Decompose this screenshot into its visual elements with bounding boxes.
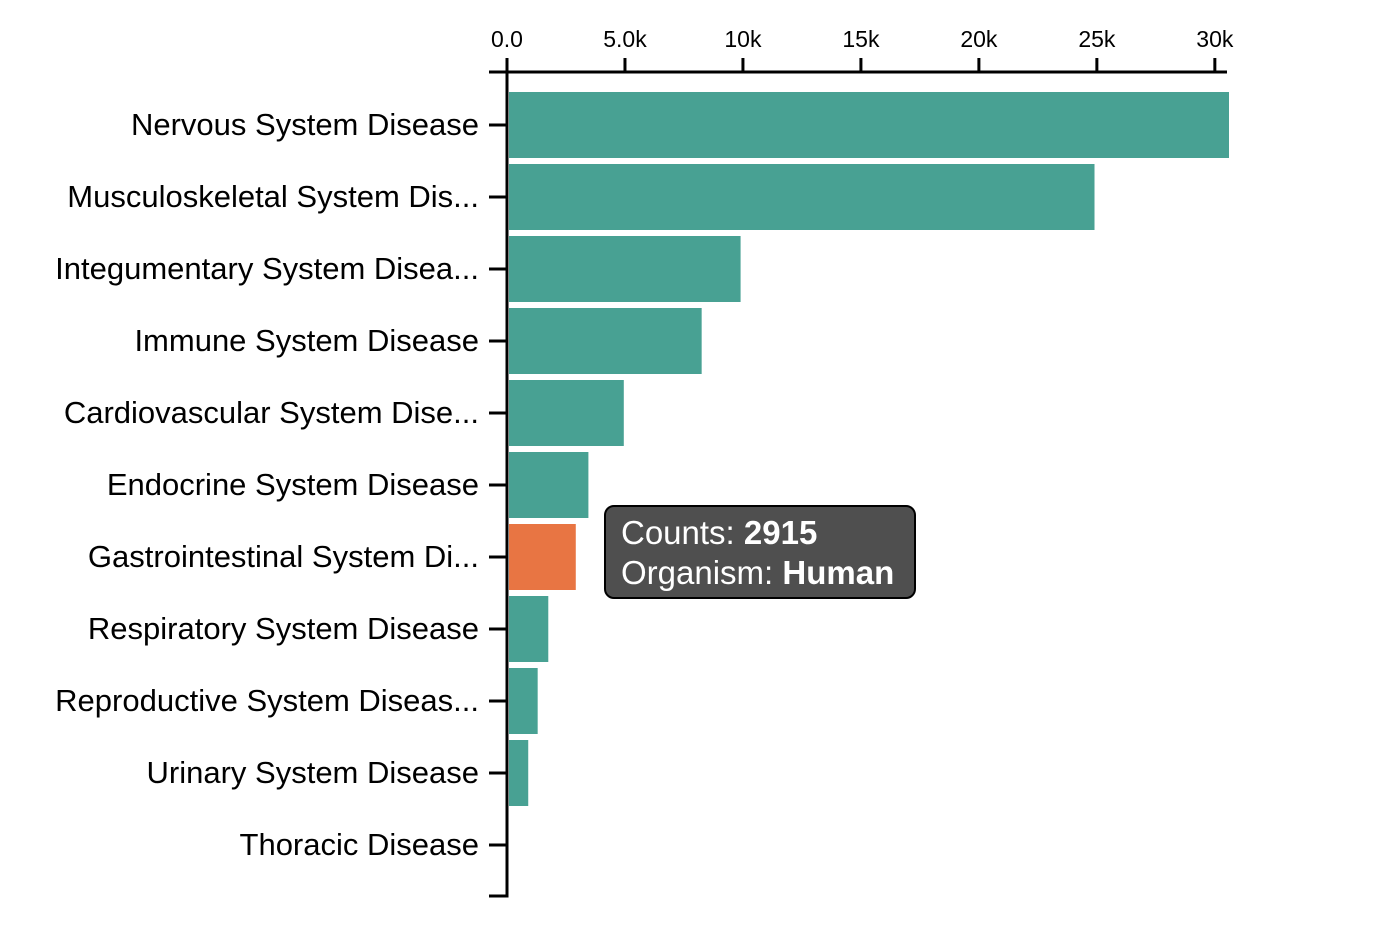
y-axis-line	[489, 72, 509, 898]
category-label: Immune System Disease	[134, 323, 479, 358]
tooltip-counts-label: Counts:	[621, 514, 735, 551]
category-label: Nervous System Disease	[131, 107, 479, 142]
bar[interactable]	[509, 236, 741, 302]
x-tick-label: 10k	[724, 26, 762, 52]
x-tick-label: 15k	[842, 26, 880, 52]
bar[interactable]	[509, 740, 529, 806]
tooltip-organism-label: Organism:	[621, 554, 774, 591]
bar[interactable]	[509, 668, 538, 734]
tooltip-counts-value: 2915	[743, 514, 818, 551]
category-label: Thoracic Disease	[240, 827, 479, 862]
category-label: Musculoskeletal System Dis...	[67, 179, 479, 214]
bars-group	[509, 92, 1229, 806]
x-tick-label: 5.0k	[603, 26, 647, 52]
x-axis: 0.0 5.0k 10k 15k 20k 25k 30k	[489, 26, 1234, 74]
bar[interactable]	[509, 380, 624, 446]
category-label: Endocrine System Disease	[107, 467, 479, 502]
y-axis: Nervous System Disease Musculoskeletal Sy…	[55, 72, 509, 898]
category-label: Gastrointestinal System Di...	[88, 539, 479, 574]
bar[interactable]	[509, 452, 589, 518]
bar[interactable]	[509, 308, 702, 374]
bar[interactable]	[509, 524, 576, 590]
tooltip: Counts: 2915 Organism: Human	[604, 505, 916, 599]
x-tick-label: 30k	[1196, 26, 1234, 52]
category-label: Respiratory System Disease	[88, 611, 479, 646]
x-tick-label: 0.0	[491, 26, 523, 52]
category-label: Urinary System Disease	[147, 755, 479, 790]
tooltip-organism-row: Organism: Human	[621, 553, 914, 593]
tooltip-organism-value: Human	[782, 554, 895, 591]
x-tick-label: 20k	[960, 26, 998, 52]
bar[interactable]	[509, 596, 549, 662]
category-label: Reproductive System Diseas...	[55, 683, 479, 718]
bar[interactable]	[509, 92, 1229, 158]
tooltip-counts-row: Counts: 2915	[621, 513, 914, 553]
category-label: Integumentary System Disea...	[55, 251, 479, 286]
category-label: Cardiovascular System Dise...	[64, 395, 479, 430]
x-tick-label: 25k	[1078, 26, 1116, 52]
bar[interactable]	[509, 164, 1095, 230]
